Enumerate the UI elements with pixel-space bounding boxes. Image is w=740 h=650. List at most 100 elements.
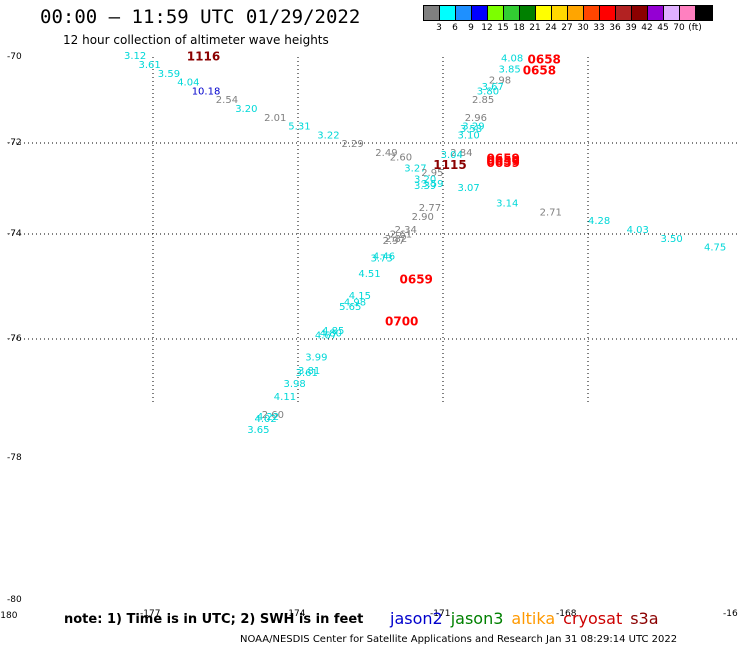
wave-height-value: 3.39 [414,181,436,192]
legend-swatch [536,6,552,20]
legend-label: 15 [497,23,509,33]
legend-label: 6 [452,23,458,33]
wave-height-value: 4.08 [501,53,523,64]
axis-labels: -70 -72 -74 -76 -78 -80 -180 -177 -174 -171 -168 -1… [0,52,738,621]
legend-label: 12 [481,23,493,33]
wave-height-value: 3.12 [124,51,146,62]
wave-height-value: 2.98 [489,75,511,86]
wave-height-value: 3.58 [460,124,482,135]
wave-height-value: 3.14 [496,199,518,210]
wave-height-value: 3.07 [458,183,480,194]
longitude-label: -168 [556,609,577,619]
wave-height-values: 3.123.613.594.0410.182.543.202.015.313.2… [124,51,726,436]
wave-height-value: 4.28 [588,216,610,227]
wave-height-value: 2.61 [390,229,412,240]
chart-subtitle: 12 hour collection of altimeter wave hei… [63,33,329,47]
wave-height-value: 2.85 [472,95,494,106]
pass-time-label: 0700 [385,314,418,328]
wave-height-value: 3.73 [371,254,393,265]
wave-height-value: 2.29 [342,139,364,150]
wave-height-value: 4.03 [627,225,649,236]
legend-label: 45 [657,23,669,33]
wave-height-value: 2.90 [412,212,434,223]
wave-height-value: 3.20 [414,174,436,185]
pass-time-label: 0658 [523,64,556,78]
wave-height-value: 3.99 [305,353,327,364]
legend-label: 9 [468,23,474,33]
legend-unit: (ft) [688,23,702,33]
longitude-label: -177 [140,609,160,619]
wave-height-value: 4.80 [320,328,342,339]
mission-jason2: jason2 [390,609,443,628]
longitude-label: -180 [0,611,18,621]
mission-legend: jason2 jason3 altika cryosat s3a [390,609,667,628]
wave-height-value: 4.02 [255,414,277,425]
pass-time-label: 0659 [487,154,520,168]
longitude-label: -174 [285,609,306,619]
wave-height-value: 3.81 [298,366,320,377]
legend-label: 30 [577,23,589,33]
legend-swatch [648,6,664,20]
wave-height-value: 4.98 [344,298,366,309]
mission-jason3: jason3 [450,609,504,628]
wave-height-value: 5.31 [288,122,310,133]
wave-height-value: 4.46 [373,251,395,262]
wave-height-value: 4.15 [349,291,371,302]
legend-label: 39 [625,23,637,33]
legend-swatch [504,6,520,20]
wave-height-value: 10.18 [192,86,221,97]
latitude-label: -72 [7,138,22,148]
wave-height-value: 2.84 [450,148,472,159]
mission-altika: altika [511,609,556,628]
wave-height-value: 2.01 [264,113,286,124]
wave-height-value: 2.82 [385,234,407,245]
pass-time-label: 1116 [187,50,220,64]
wave-height-value: 2.96 [465,113,487,124]
legend-swatch [520,6,536,20]
longitude-label: -171 [430,609,450,619]
legend-swatch [632,6,648,20]
legend-swatch [424,6,440,20]
wave-height-value: 3.22 [317,130,339,141]
legend-label: 27 [561,23,573,33]
legend-swatch [488,6,504,20]
wave-height-value: 3.50 [661,234,683,245]
latitude-label: -78 [7,453,22,463]
wave-height-value: 2.97 [383,236,405,247]
legend-label: 3 [436,23,442,33]
wave-height-value: 4.04 [177,78,199,89]
legend-swatch [616,6,632,20]
wave-height-value: 2.49 [375,148,397,159]
wave-height-value: 3.61 [139,60,161,71]
legend-swatches [423,5,713,21]
mission-s3a: s3a [630,609,659,628]
wave-height-value: 5.65 [339,302,361,313]
legend-swatch [584,6,600,20]
wave-height-value: 3.27 [404,163,426,174]
wave-height-value: 3.65 [247,425,269,436]
longitude-label: -16 [723,609,738,619]
legend-label: 24 [545,23,557,33]
latitude-label: -80 [7,595,22,605]
wave-height-value: 2.54 [216,95,238,106]
pass-time-label: 0659 [487,152,520,166]
legend-swatch [600,6,616,20]
wave-height-value: 4.11 [274,392,296,403]
legend-swatch [472,6,488,20]
wave-height-value: 3.98 [284,379,306,390]
legend-label: 33 [593,23,605,33]
legend-swatch [568,6,584,20]
wave-height-value: 3.29 [462,122,484,133]
wave-height-value: 4.85 [322,326,344,337]
pass-time-label: 1115 [433,158,466,172]
wave-height-value: 3.67 [482,82,504,93]
wave-height-value: 4.51 [358,269,380,280]
wave-height-value: 3.80 [477,86,499,97]
wave-height-value: 2.77 [419,203,441,214]
chart-title: 00:00 – 11:59 UTC 01/29/2022 [40,6,361,28]
legend-swatch [552,6,568,20]
mission-cryosat: cryosat [563,609,623,628]
wave-height-value: 3.10 [458,130,480,141]
